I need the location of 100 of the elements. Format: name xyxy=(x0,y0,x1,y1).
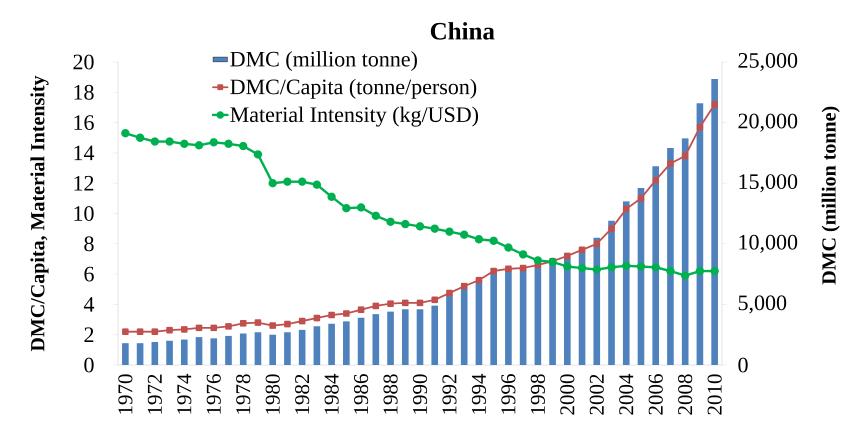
point xyxy=(534,256,542,265)
bar xyxy=(505,269,512,365)
bar xyxy=(358,318,364,365)
point xyxy=(342,204,351,212)
point xyxy=(710,266,719,276)
point xyxy=(652,176,660,184)
point xyxy=(578,264,586,272)
point xyxy=(196,324,202,332)
point xyxy=(224,140,233,148)
point xyxy=(490,268,497,274)
point xyxy=(166,326,173,334)
point xyxy=(372,212,380,220)
x-tick-label: 1994 xyxy=(472,374,486,414)
point xyxy=(446,290,453,296)
bar xyxy=(180,340,188,365)
y-tick-label: 0 xyxy=(84,358,94,372)
point xyxy=(638,195,644,202)
point xyxy=(607,263,616,272)
point xyxy=(180,140,188,148)
point xyxy=(652,263,660,272)
bar xyxy=(520,268,526,365)
x-tick-label: 1992 xyxy=(442,374,457,414)
bar xyxy=(667,148,674,365)
point xyxy=(136,134,144,142)
x-tick-label: 1984 xyxy=(324,374,339,414)
bar xyxy=(446,294,453,365)
legend-label: DMC (million tonne) xyxy=(230,51,417,72)
point xyxy=(358,306,364,313)
x-tick-label: 2004 xyxy=(619,374,634,415)
point xyxy=(564,252,571,260)
point xyxy=(328,312,335,318)
bar xyxy=(122,343,129,365)
bar xyxy=(534,266,542,365)
point xyxy=(666,266,675,276)
x-tick-label: 1980 xyxy=(266,374,280,414)
point xyxy=(518,250,528,259)
point xyxy=(460,282,468,290)
point xyxy=(136,328,144,335)
point xyxy=(386,218,395,226)
bar xyxy=(166,340,173,365)
legend-label: DMC/Capita (tonne/person) xyxy=(230,78,476,99)
bar xyxy=(431,306,438,365)
point xyxy=(680,271,690,280)
point xyxy=(401,220,410,228)
x-tick-label: 1982 xyxy=(295,374,310,414)
point xyxy=(387,300,394,307)
bar xyxy=(240,333,247,365)
y-tick-label: 12 xyxy=(74,176,94,190)
bar xyxy=(696,103,704,365)
bar xyxy=(638,188,644,365)
bar xyxy=(476,280,482,365)
bar xyxy=(387,312,394,365)
bar xyxy=(298,330,306,365)
point xyxy=(122,328,129,335)
point xyxy=(505,266,512,272)
y-tick-label: 10 xyxy=(74,206,94,221)
bar xyxy=(402,309,409,365)
point xyxy=(445,227,454,236)
point xyxy=(269,322,276,329)
point xyxy=(312,180,322,189)
point xyxy=(578,246,586,254)
point xyxy=(476,276,482,284)
bar xyxy=(593,238,600,365)
point xyxy=(460,230,468,239)
point xyxy=(520,264,526,272)
point xyxy=(268,179,277,188)
bar xyxy=(284,332,291,365)
point xyxy=(121,129,130,138)
bar xyxy=(578,248,586,365)
point xyxy=(416,300,424,306)
y2-tick-label: 5,000 xyxy=(738,295,786,314)
point xyxy=(210,324,218,332)
bar xyxy=(225,336,232,365)
point xyxy=(372,302,380,310)
point xyxy=(283,177,292,186)
y-axis-title: DMC/Capita, Material Intensity xyxy=(30,76,49,352)
point xyxy=(225,323,232,330)
point xyxy=(180,326,188,333)
y-tick-label: 20 xyxy=(73,54,94,70)
bar xyxy=(254,332,262,365)
y-tick-label: 6 xyxy=(84,266,94,282)
point xyxy=(504,243,513,252)
y-tick-label: 2 xyxy=(84,327,94,342)
point xyxy=(430,224,439,233)
point xyxy=(298,177,306,186)
point xyxy=(667,160,674,167)
y2-tick-label: 15,000 xyxy=(739,174,798,192)
point xyxy=(314,314,320,322)
bar xyxy=(564,258,571,365)
legend-label: Material Intensity (kg/USD) xyxy=(230,106,478,127)
point xyxy=(150,137,160,146)
point xyxy=(240,320,247,327)
bar xyxy=(372,314,380,365)
bar xyxy=(682,138,688,365)
x-tick-label: 1970 xyxy=(118,374,132,414)
x-tick-label: 1998 xyxy=(530,374,545,414)
x-tick-label: 1976 xyxy=(206,374,221,414)
x-tick-label: 1986 xyxy=(354,374,368,414)
bar xyxy=(210,338,218,365)
point xyxy=(165,137,174,146)
